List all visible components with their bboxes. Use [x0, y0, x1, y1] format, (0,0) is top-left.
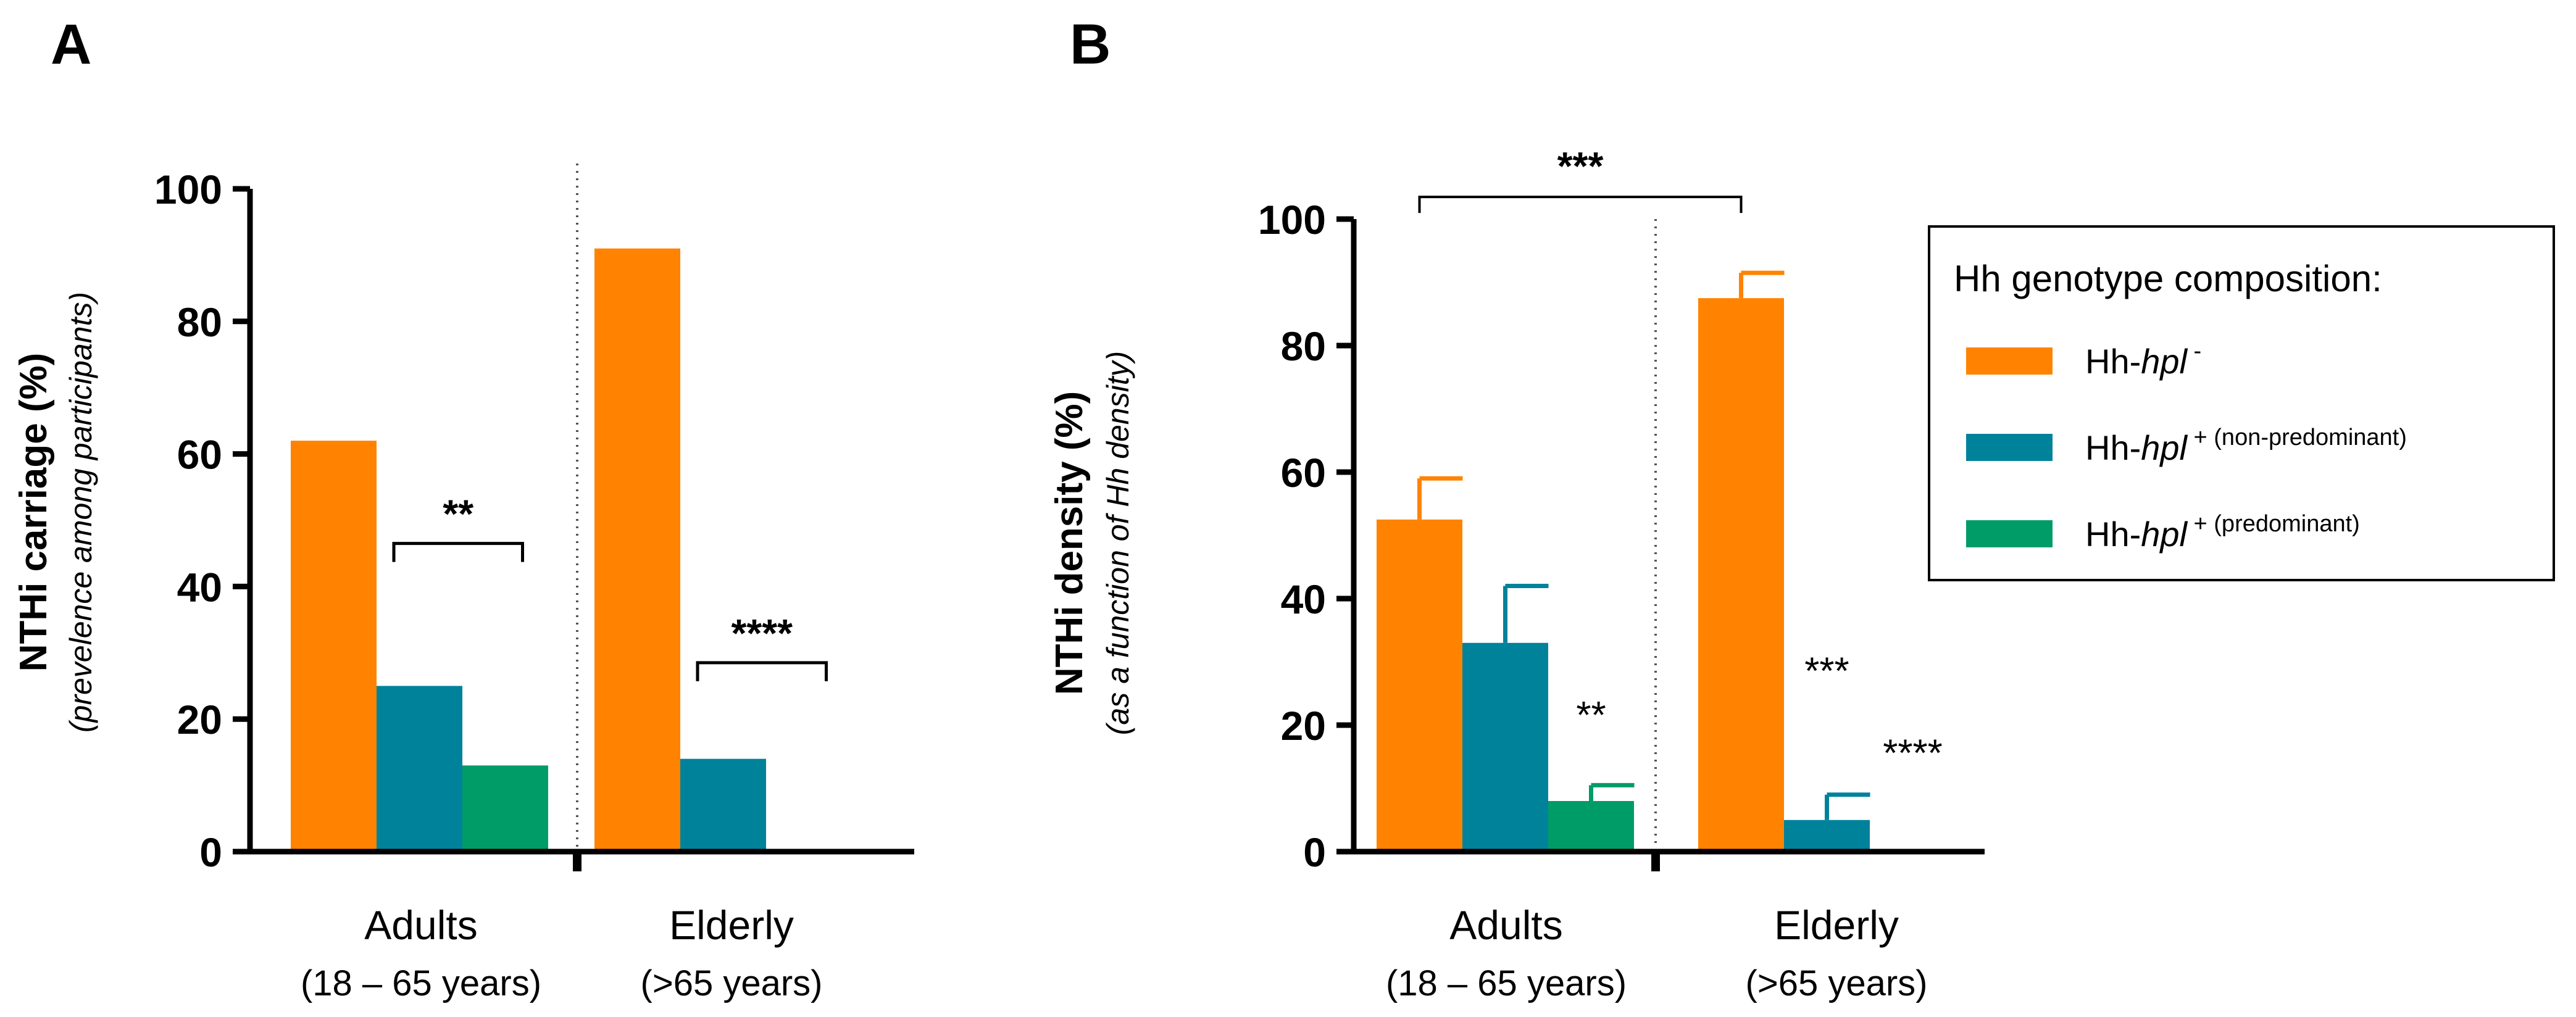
legend: Hh genotype composition: Hh-hpl - Hh-hpl…	[1928, 225, 2555, 581]
chart-b-ytick-label: 0	[1303, 829, 1326, 875]
chart-b-bar-hpl-neg-elderly	[1698, 298, 1784, 852]
panel-b-label: B	[1070, 13, 1111, 76]
legend-title: Hh genotype composition:	[1954, 258, 2382, 299]
legend-label-sup: + (non-predominant)	[2187, 425, 2407, 450]
chart-b-bar-hpl-pos-nonpred-adults	[1462, 642, 1548, 852]
legend-swatch-hpl-pos-nonpred	[1966, 434, 2053, 461]
chart-a-bar-hpl-pos-nonpred-adults	[377, 686, 462, 852]
chart-b-ylabel: NTHi density (%)	[1048, 391, 1091, 695]
legend-swatch-hpl-neg	[1966, 347, 2053, 375]
legend-label-prefix: Hh-	[2085, 515, 2141, 554]
chart-a-bar-hpl-pos-pred-adults	[462, 765, 548, 852]
chart-a-bracket	[392, 542, 524, 562]
chart-b-ytick-label: 20	[1281, 703, 1326, 749]
chart-b-significance-label: ****	[1883, 733, 1943, 775]
chart-a-ylabel-sub: (prevelence among participants)	[64, 292, 98, 733]
chart-a-ytick-label: 80	[177, 299, 222, 345]
chart-a-group-label-adults: Adults	[364, 902, 477, 948]
legend-label-hpl-neg: Hh-hpl -	[2085, 338, 2201, 381]
chart-b-group-sub-adults: (18 – 65 years)	[1386, 963, 1627, 1003]
chart-a-ytick-label: 60	[177, 432, 222, 478]
chart-a-group-label-elderly: Elderly	[669, 902, 794, 948]
chart-a-bracket	[696, 661, 828, 681]
chart-a-bar-hpl-pos-nonpred-elderly	[680, 758, 766, 852]
chart-b-bar-hpl-pos-nonpred-elderly	[1784, 820, 1870, 852]
chart-b-bar-hpl-neg-adults	[1377, 519, 1462, 852]
chart-b-ylabel-sub: (as a function of Hh density)	[1101, 351, 1135, 736]
legend-label-prefix: Hh-	[2085, 428, 2141, 467]
chart-a-ytick-label: 20	[177, 697, 222, 742]
chart-a-bracket-label: ****	[731, 611, 793, 655]
chart-b: NTHi density (%) (as a function of Hh de…	[1048, 144, 1985, 1003]
legend-label-hpl-pos-pred: Hh-hpl + (predominant)	[2085, 511, 2360, 554]
chart-b-ytick-label: 100	[1258, 197, 1326, 243]
panel-a-label: A	[51, 13, 91, 76]
chart-b-ytick-label: 80	[1281, 323, 1326, 369]
legend-label-sup: -	[2187, 338, 2201, 364]
chart-a-bar-hpl-neg-elderly	[594, 248, 680, 852]
legend-label-italic: hpl	[2141, 342, 2188, 381]
chart-a-ytick-label: 40	[177, 564, 222, 610]
chart-a: NTHi carriage (%) (prevelence among part…	[12, 164, 914, 1003]
chart-a-bar-hpl-neg-adults	[291, 441, 377, 852]
chart-a-ytick-label: 0	[199, 829, 222, 875]
chart-b-significance-label: ***	[1804, 650, 1849, 692]
legend-label-prefix: Hh-	[2085, 342, 2141, 381]
legend-label-italic: hpl	[2141, 515, 2188, 554]
chart-a-ylabel: NTHi carriage (%)	[12, 353, 55, 672]
legend-swatch-hpl-pos-pred	[1966, 520, 2053, 547]
legend-label-hpl-pos-nonpred: Hh-hpl + (non-predominant)	[2085, 425, 2407, 467]
chart-b-ytick-label: 60	[1281, 450, 1326, 496]
chart-b-bracket-label: ***	[1557, 144, 1604, 188]
chart-a-group-sub-adults: (18 – 65 years)	[301, 963, 541, 1003]
chart-a-bracket-label: **	[443, 492, 473, 536]
legend-label-sup: + (predominant)	[2187, 511, 2360, 537]
chart-b-significance-label: **	[1576, 694, 1606, 737]
chart-a-group-sub-elderly: (>65 years)	[641, 963, 823, 1003]
chart-b-bracket	[1418, 196, 1743, 214]
chart-b-bar-hpl-pos-pred-adults	[1548, 801, 1634, 852]
chart-b-group-sub-elderly: (>65 years)	[1746, 963, 1928, 1003]
chart-b-group-label-adults: Adults	[1449, 902, 1562, 948]
legend-label-italic: hpl	[2141, 428, 2188, 467]
chart-b-group-label-elderly: Elderly	[1774, 902, 1899, 948]
chart-b-ytick-label: 40	[1281, 576, 1326, 622]
chart-a-ytick-label: 100	[154, 167, 222, 212]
